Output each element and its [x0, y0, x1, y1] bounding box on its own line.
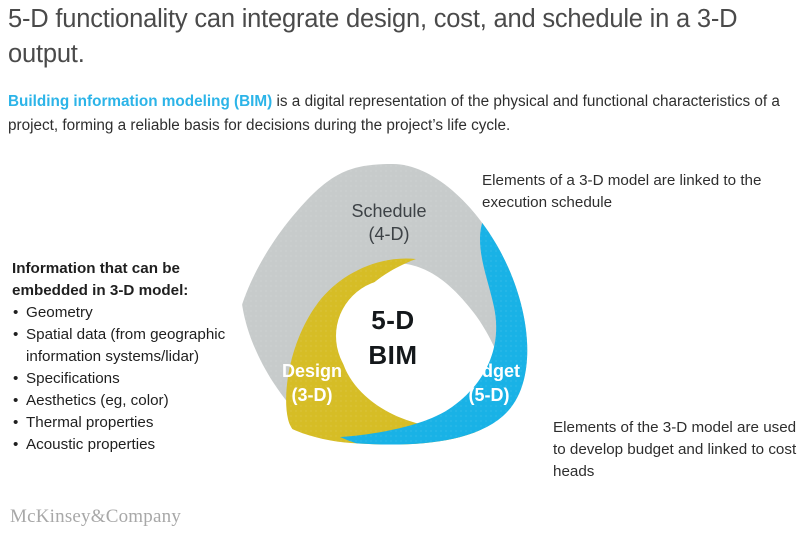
- list-item-label: Thermal properties: [26, 413, 154, 431]
- list-item: • Acoustic properties: [12, 434, 247, 456]
- bullet-icon: •: [13, 391, 19, 409]
- segment-label-schedule: Schedule: [351, 201, 426, 221]
- segment-dimension-budget: (5-D): [469, 385, 510, 405]
- segment-label-budget: Budget: [458, 361, 520, 381]
- list-item: • Thermal properties: [12, 412, 247, 434]
- annotation-schedule: Elements of a 3-D model are linked to th…: [482, 172, 762, 211]
- mckinsey-logo: McKinsey&Company: [10, 506, 182, 527]
- intro-paragraph: Building information modeling (BIM) is a…: [8, 90, 798, 138]
- bullet-icon: •: [13, 369, 19, 387]
- list-item: • Specifications: [12, 368, 247, 390]
- segment-schedule: [240, 164, 528, 423]
- segment-dimension-schedule: (4-D): [369, 224, 410, 244]
- list-item: • Geometry: [12, 302, 247, 324]
- bullet-icon: •: [13, 304, 19, 321]
- page-title: 5-D functionality can integrate design, …: [8, 5, 738, 68]
- intro-body: is a digital representation of the physi…: [8, 93, 780, 134]
- intro-lede: Building information modeling (BIM): [8, 93, 273, 110]
- info-block: Information that can be embedded in 3-D …: [12, 258, 247, 456]
- list-item: • Aesthetics (eg, color): [12, 390, 247, 412]
- segment-budget: [340, 199, 528, 445]
- list-item-label: Aesthetics (eg, color): [26, 391, 169, 409]
- bullet-icon: •: [13, 326, 19, 343]
- core-circle: [336, 279, 450, 393]
- info-block-heading: Information that can be embedded in 3-D …: [12, 260, 189, 299]
- bullet-icon: •: [13, 413, 19, 431]
- list-item-label: Geometry: [26, 304, 93, 321]
- segment-dimension-design: (3-D): [292, 385, 333, 405]
- segment-label-design: Design: [282, 361, 342, 381]
- annotation-budget: Elements of the 3-D model are used to de…: [553, 419, 797, 480]
- core-label-line1: 5-D: [371, 305, 414, 335]
- list-item-label: Acoustic properties: [26, 435, 156, 453]
- bim-triad-diagram: Schedule (4-D) Design (3-D) Budget (5-D)…: [220, 155, 550, 455]
- bullet-icon: •: [13, 435, 19, 453]
- info-bullet-list: • Geometry • Spatial data (from geograph…: [12, 302, 247, 455]
- core-label-line2: BIM: [368, 340, 417, 370]
- list-item-label: Spatial data (from geographic informatio…: [26, 326, 226, 365]
- list-item: • Spatial data (from geographic informat…: [12, 324, 247, 367]
- list-item-label: Specifications: [26, 369, 120, 387]
